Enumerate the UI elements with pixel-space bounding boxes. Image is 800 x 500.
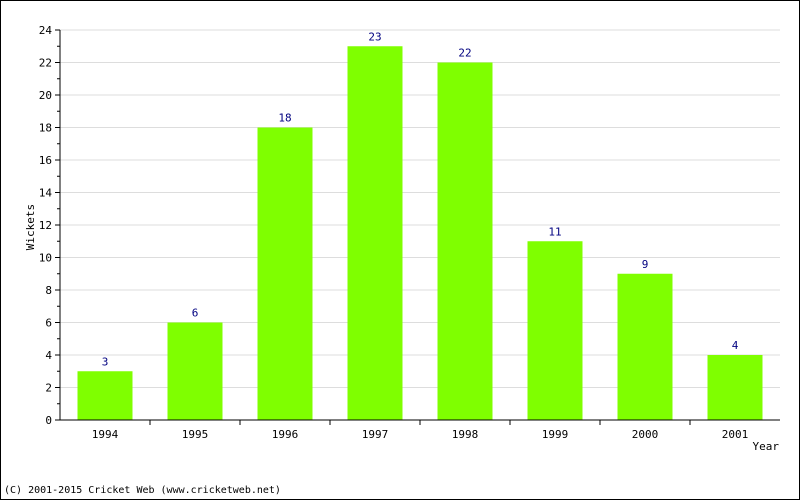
data-label: 3 bbox=[102, 355, 109, 368]
x-tick-label: 1995 bbox=[182, 428, 209, 441]
data-label: 23 bbox=[368, 30, 381, 43]
data-label: 22 bbox=[458, 47, 471, 60]
x-tick-label: 2001 bbox=[722, 428, 749, 441]
x-tick-label: 1994 bbox=[92, 428, 119, 441]
data-label: 4 bbox=[732, 339, 739, 352]
y-tick-label: 16 bbox=[39, 154, 52, 167]
copyright-footer: (C) 2001-2015 Cricket Web (www.cricketwe… bbox=[4, 485, 281, 496]
bar-2000 bbox=[617, 273, 673, 420]
x-tick-label: 2000 bbox=[632, 428, 659, 441]
y-tick-label: 12 bbox=[39, 219, 52, 232]
data-label: 6 bbox=[192, 307, 199, 320]
x-tick-label: 1996 bbox=[272, 428, 299, 441]
bar-1999 bbox=[527, 241, 583, 420]
y-tick-label: 20 bbox=[39, 89, 52, 102]
bar-1998 bbox=[437, 62, 493, 420]
y-tick-label: 6 bbox=[45, 317, 52, 330]
y-tick-label: 24 bbox=[39, 24, 53, 37]
y-tick-label: 14 bbox=[39, 187, 53, 200]
y-tick-label: 0 bbox=[45, 414, 52, 427]
data-label: 9 bbox=[642, 258, 649, 271]
y-tick-label: 10 bbox=[39, 252, 52, 265]
y-tick-label: 8 bbox=[45, 284, 52, 297]
y-tick-label: 4 bbox=[45, 349, 52, 362]
bar-1995 bbox=[167, 322, 223, 420]
y-tick-label: 2 bbox=[45, 382, 52, 395]
x-tick-label: 1999 bbox=[542, 428, 569, 441]
y-tick-label: 22 bbox=[39, 57, 52, 70]
y-axis-title: Wickets bbox=[24, 204, 37, 250]
y-tick-label: 18 bbox=[39, 122, 52, 135]
bar-2001 bbox=[707, 355, 763, 420]
x-tick-label: 1998 bbox=[452, 428, 479, 441]
x-axis-title: Year bbox=[753, 440, 780, 453]
x-tick-label: 1997 bbox=[362, 428, 389, 441]
bar-1996 bbox=[257, 127, 313, 420]
bar-1997 bbox=[347, 46, 403, 420]
bar-1994 bbox=[77, 371, 133, 420]
data-label: 11 bbox=[548, 225, 561, 238]
data-label: 18 bbox=[278, 112, 291, 125]
